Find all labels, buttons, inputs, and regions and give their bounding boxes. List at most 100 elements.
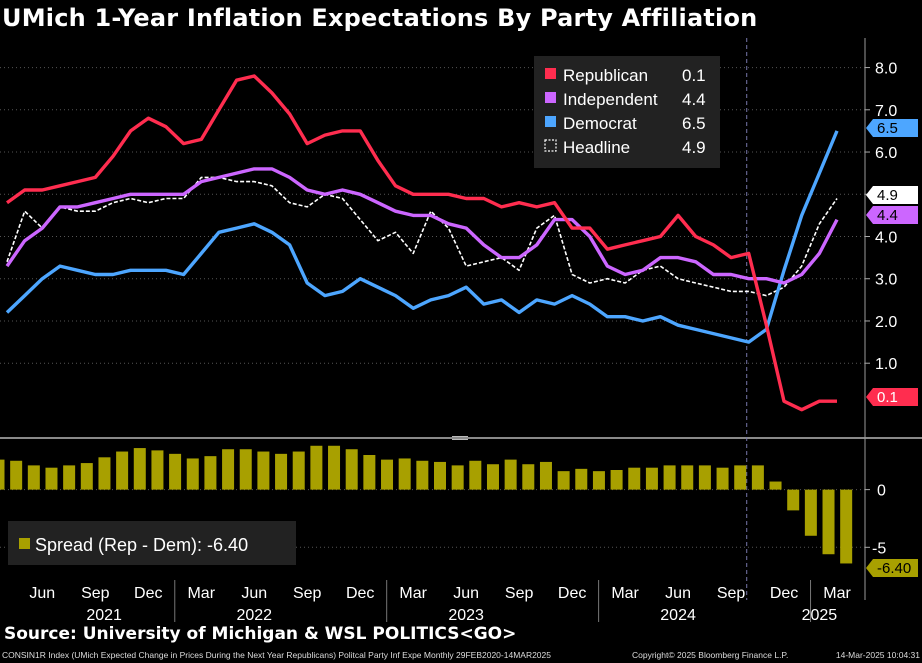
tag-background	[866, 206, 918, 224]
series-line-independent	[5, 167, 839, 285]
legend-box	[534, 56, 720, 168]
x-tick-label: Dec	[346, 585, 374, 602]
spread-bar	[804, 489, 817, 536]
legend-swatch	[19, 538, 30, 549]
x-tick-label: Dec	[770, 585, 798, 602]
y-tick-label: -5	[872, 540, 886, 557]
last-value-tag: 0.1	[866, 388, 918, 406]
spread-bar	[557, 471, 570, 490]
spread-bar	[840, 489, 853, 564]
x-tick-label: Mar	[399, 585, 427, 602]
legend-box	[8, 521, 296, 565]
spread-bar	[328, 445, 341, 490]
bottom-y-axis: 0 -5	[865, 483, 886, 557]
legend-label: Headline	[563, 138, 630, 157]
legend-swatch	[545, 92, 556, 103]
legend-swatch	[545, 68, 556, 79]
tag-label: -6.40	[877, 560, 911, 577]
spread-bar	[80, 463, 93, 490]
legend-value: 0.1	[682, 66, 706, 85]
spread-bar	[575, 468, 588, 490]
x-tick-label: Dec	[558, 585, 586, 602]
spread-bar	[628, 467, 641, 490]
spread-bar	[469, 460, 482, 490]
x-tick-label: Mar	[611, 585, 639, 602]
x-year-label: 2021	[86, 607, 122, 624]
spread-bar	[698, 465, 711, 490]
spread-bar	[45, 467, 58, 490]
last-value-tag: -6.40	[866, 559, 918, 577]
y-tick-label: 3.0	[875, 272, 897, 289]
y-tick-label: 8.0	[875, 61, 897, 78]
spread-bar	[681, 465, 694, 490]
series-line-republican	[6, 74, 837, 412]
footer-copyright: Copyright© 2025 Bloomberg Finance L.P.	[632, 650, 789, 660]
last-value-tag: 4.9	[866, 186, 918, 204]
spread-bar	[734, 465, 747, 490]
tag-label: 4.4	[877, 207, 898, 224]
x-axis: Jun Sep Dec Mar Jun Sep Dec Mar Jun Sep Dec Mar Jun S…	[29, 580, 851, 624]
tag-background	[866, 186, 918, 204]
y-tick-label: 6.0	[875, 145, 897, 162]
x-tick-label: Sep	[505, 585, 534, 602]
tag-label: 4.9	[877, 187, 898, 204]
legend-top: Republican 0.1 Independent 4.4 Democrat 6.5 He…	[534, 56, 720, 168]
y-tick-label: 0	[877, 483, 886, 500]
y-tick-label: 7.0	[875, 103, 897, 120]
chart-title: UMich 1-Year Inflation Expectations By P…	[2, 4, 758, 32]
series-line-headline	[6, 176, 838, 297]
last-value-tag: 6.5	[866, 119, 918, 137]
spread-bar	[716, 467, 729, 490]
x-tick-label: Dec	[134, 585, 162, 602]
spread-bar	[787, 489, 800, 511]
spread-bar	[663, 465, 676, 490]
y-tick-label: 4.0	[875, 230, 897, 247]
spread-bar	[822, 489, 835, 555]
tag-background	[866, 388, 918, 406]
spread-bar	[151, 450, 164, 490]
spread-bar	[10, 460, 23, 490]
x-tick-label: Sep	[293, 585, 322, 602]
x-tick-label: Jun	[241, 585, 267, 602]
x-tick-label: Jun	[453, 585, 479, 602]
legend-bottom: Spread (Rep - Dem): -6.40	[8, 521, 296, 565]
last-value-tag: 4.4	[866, 206, 918, 224]
spread-bar	[204, 456, 217, 490]
legend-swatch	[545, 116, 556, 127]
legend-label: Republican	[563, 66, 648, 85]
spread-bar	[610, 470, 623, 490]
spread-bar	[27, 465, 40, 490]
spread-bar	[275, 453, 288, 490]
spread-bar	[522, 464, 535, 490]
spread-bar	[222, 449, 235, 490]
tag-label: 0.1	[877, 389, 898, 406]
source-note: Source: University of Michigan & WSL POL…	[4, 624, 517, 644]
spread-bar	[292, 451, 305, 490]
spread-bar	[769, 481, 782, 490]
spread-bar	[239, 449, 252, 490]
spread-bar	[257, 451, 270, 490]
legend-label: Independent	[563, 90, 658, 109]
spread-bar	[169, 453, 182, 490]
x-year-label: 2025	[802, 607, 838, 624]
series-line-democrat	[5, 130, 839, 344]
spread-bar	[416, 460, 429, 490]
legend-value: 4.4	[682, 90, 706, 109]
x-tick-label: Jun	[29, 585, 55, 602]
x-year-label: 2023	[448, 607, 484, 624]
x-tick-label: Jun	[665, 585, 691, 602]
legend-value: 6.5	[682, 114, 706, 133]
legend-label: Spread (Rep - Dem): -6.40	[35, 535, 248, 555]
x-year-label: 2022	[236, 607, 272, 624]
legend-label: Democrat	[563, 114, 637, 133]
top-panel-gridlines	[0, 38, 922, 600]
spread-bar	[592, 471, 605, 490]
spread-bar	[398, 458, 411, 490]
spread-bar	[751, 465, 764, 490]
spread-bar	[539, 461, 552, 490]
spread-bar	[451, 465, 464, 490]
footer-timestamp: 14-Mar-2025 10:04:31	[835, 650, 920, 660]
x-tick-label: Mar	[823, 585, 851, 602]
tag-label: 6.5	[877, 120, 898, 137]
spread-bar	[486, 464, 499, 490]
